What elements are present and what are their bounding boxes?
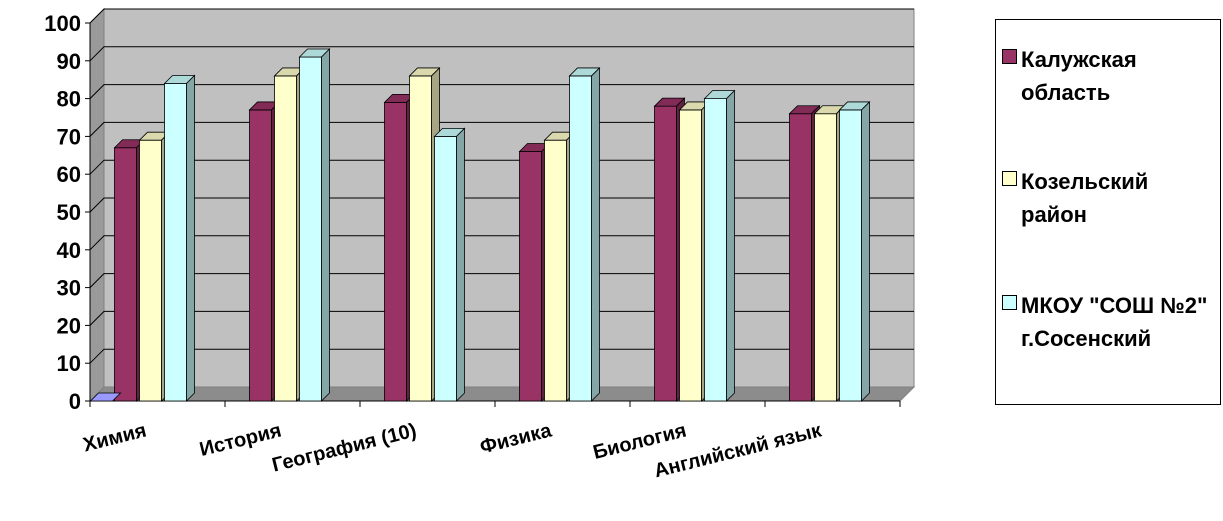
bar-6-series-1-front (789, 113, 812, 402)
x-tick-label: Химия (81, 420, 149, 457)
bar-marker-zero (89, 392, 122, 402)
gridline (89, 121, 914, 137)
gridline (89, 235, 914, 251)
legend-item-school: МКОУ "СОШ №2" г.Сосенский (1002, 289, 1216, 355)
bar-6-series-3-side (861, 100, 870, 402)
bar-2-series-3-front (299, 56, 322, 402)
legend-swatch-kaluga (1002, 49, 1017, 64)
x-tick-label: Физика (478, 419, 555, 458)
gridline (89, 46, 914, 62)
y-tick-label: 50 (57, 200, 81, 225)
y-tick-label: 20 (57, 313, 81, 338)
y-tick-label: 80 (57, 87, 81, 112)
bar-3-series-2-front (409, 75, 432, 402)
bar-4-series-3-side (591, 66, 600, 402)
legend-swatch-kozelsk (1002, 171, 1017, 186)
legend-label-school: МКОУ "СОШ №2" г.Сосенский (1021, 293, 1208, 351)
legend-item-kaluga: Калужская область (1002, 43, 1216, 109)
legend: Калужская область Козельский район МКОУ … (995, 19, 1221, 405)
bar-4-series-1-front (519, 151, 542, 402)
y-tick-label: 100 (44, 11, 81, 36)
gridline (89, 348, 914, 364)
bar-4-series-3-front (569, 75, 592, 402)
x-tick-label: География (10) (270, 420, 419, 477)
bar-6-series-2-front (814, 113, 837, 402)
bar-1-series-2-front (139, 139, 162, 402)
gridline (89, 159, 914, 175)
bar-5-series-3-front (704, 98, 727, 402)
bar-1-series-1-front (114, 147, 137, 402)
y-tick-label: 90 (57, 49, 81, 74)
gridline (89, 197, 914, 213)
y-tick-label: 60 (57, 162, 81, 187)
bar-5-series-2-front (679, 109, 702, 402)
legend-label-kaluga: Калужская область (1021, 47, 1137, 105)
bar-5-series-1-front (654, 105, 677, 402)
y-tick-label: 70 (57, 124, 81, 149)
legend-label-kozelsk: Козельский район (1021, 169, 1149, 227)
legend-swatch-school (1002, 295, 1017, 310)
legend-item-kozelsk: Козельский район (1002, 165, 1216, 231)
bar-1-series-3-front (164, 83, 187, 402)
bar-4-series-2-front (544, 139, 567, 402)
bar-5-series-3-side (726, 89, 735, 402)
y-tick-label: 10 (57, 351, 81, 376)
gridline (89, 84, 914, 99)
bar-2-series-3-side (321, 48, 330, 402)
bar-3-series-3-side (456, 127, 465, 402)
bar-3-series-1-front (384, 101, 407, 402)
bar-3-series-3-front (434, 135, 457, 402)
y-tick-label: 0 (69, 389, 81, 414)
y-tick-label: 40 (57, 238, 81, 263)
gridline (89, 310, 914, 326)
gridline (89, 8, 914, 24)
gridline (89, 273, 914, 288)
bar-1-series-3-side (186, 74, 195, 402)
y-tick-label: 30 (57, 276, 81, 301)
bar-2-series-1-front (249, 109, 272, 402)
bar-6-series-3-front (839, 109, 862, 402)
bar-2-series-2-front (274, 75, 297, 402)
